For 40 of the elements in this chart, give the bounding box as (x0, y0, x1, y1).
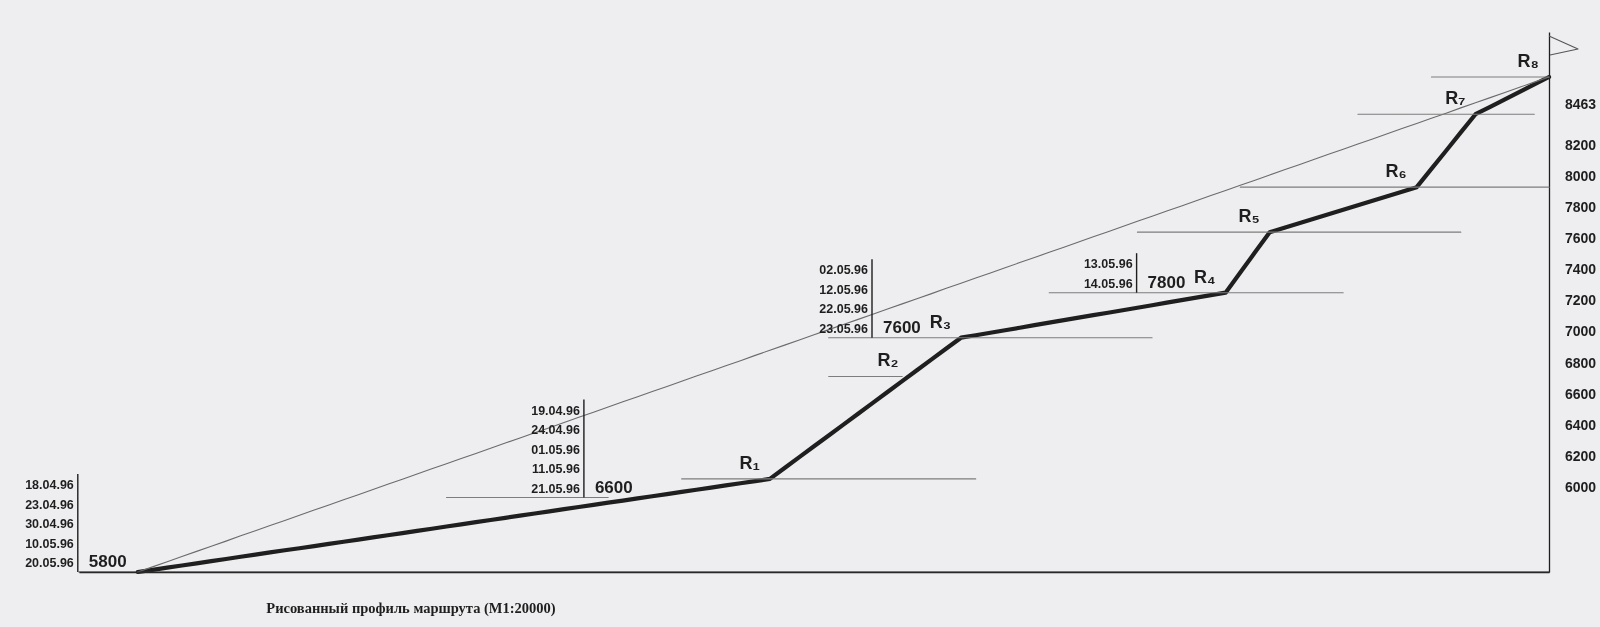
y-tick-label: 6800 (1565, 354, 1597, 371)
annotation: 22.05.96 (819, 302, 869, 317)
y-tick-label: 6400 (1565, 416, 1597, 433)
annotation: 11.05.96 (531, 462, 580, 477)
series-label: R₅ (1238, 206, 1260, 227)
annotation: 01.05.96 (531, 442, 580, 457)
y-tick-label: 7400 (1565, 261, 1597, 278)
series-label: R₄ (1194, 266, 1216, 287)
series-label: R₃ (929, 311, 951, 332)
series-label: R₈ (1517, 51, 1539, 71)
annotation: 19.04.96 (531, 403, 580, 418)
annotation: 7600 (883, 317, 921, 337)
annotation: 5800 (88, 552, 127, 571)
y-tick-label: 7600 (1565, 230, 1597, 247)
annotation: 02.05.96 (819, 263, 869, 278)
text: 30.04.96 (25, 517, 74, 531)
text: Рисованный профиль маршрута (М1:20000) (266, 600, 556, 617)
y-tick-label: 7200 (1565, 292, 1597, 309)
y-tick-label: 8463 (1565, 96, 1597, 113)
text: 23.04.96 (25, 497, 74, 512)
series-label: R₆ (1385, 161, 1407, 182)
y-tick-label: 8000 (1565, 168, 1597, 185)
y-tick-label: 6200 (1565, 447, 1597, 464)
annotation: 13.05.96 (1083, 257, 1133, 272)
annotation: 6600 (594, 477, 633, 497)
annotation: 14.05.96 (1083, 276, 1133, 291)
annotation: 21.05.96 (531, 481, 580, 496)
annotation: 12.05.96 (819, 282, 869, 297)
annotation: 7800 (1147, 272, 1186, 292)
y-tick-label: 6000 (1565, 478, 1597, 495)
series-label: R₂ (877, 350, 899, 371)
series-label: R₁ (739, 452, 760, 473)
y-tick-label: 6600 (1565, 385, 1597, 402)
y-tick-label: 8200 (1565, 137, 1597, 154)
y-tick-label: 7800 (1565, 199, 1597, 216)
text: 10.05.96 (25, 536, 74, 551)
y-tick-label: 7000 (1565, 323, 1597, 340)
series-label: R₇ (1445, 88, 1466, 109)
text: 20.05.96 (25, 556, 74, 570)
text: 18.04.96 (25, 478, 74, 492)
